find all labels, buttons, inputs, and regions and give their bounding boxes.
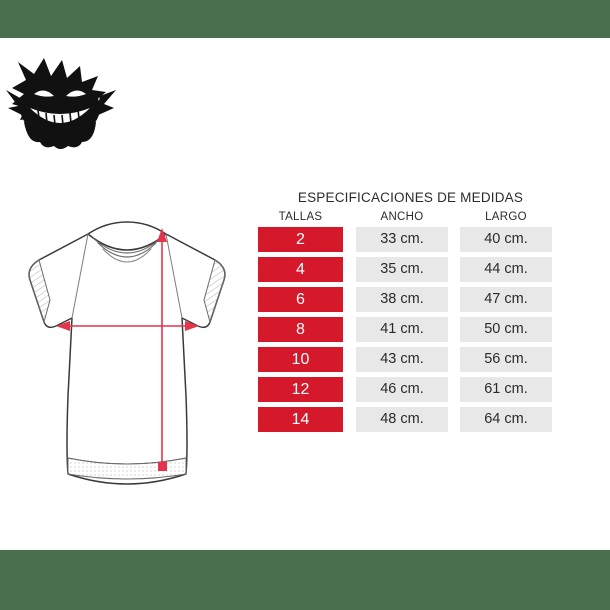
width-cell: 33 cm. xyxy=(356,227,448,252)
size-cell: 4 xyxy=(258,257,343,282)
column-header-tallas: TALLAS xyxy=(278,211,323,223)
length-cell: 47 cm. xyxy=(460,287,552,312)
column-header-ancho: ANCHO xyxy=(380,211,424,223)
table-row: 6 38 cm. 47 cm. xyxy=(258,287,563,312)
table-row: 8 41 cm. 50 cm. xyxy=(258,317,563,342)
size-cell: 2 xyxy=(258,227,343,252)
table-row: 14 48 cm. 64 cm. xyxy=(258,407,563,432)
page-title: ESPECIFICACIONES DE MEDIDAS xyxy=(297,190,524,205)
size-cell: 8 xyxy=(258,317,343,342)
measurements-table: ESPECIFICACIONES DE MEDIDAS TALLAS ANCHO… xyxy=(258,190,563,437)
largo-measurement-arrow xyxy=(157,228,167,471)
width-cell: 48 cm. xyxy=(356,407,448,432)
letterbox-band-top xyxy=(0,0,610,38)
width-cell: 46 cm. xyxy=(356,377,448,402)
content-canvas: ESPECIFICACIONES DE MEDIDAS TALLAS ANCHO… xyxy=(0,38,610,550)
gengar-silhouette-logo xyxy=(4,46,116,158)
table-row: 2 33 cm. 40 cm. xyxy=(258,227,563,252)
ancho-measurement-arrow xyxy=(56,321,199,331)
size-cell: 10 xyxy=(258,347,343,372)
table-row: 12 46 cm. 61 cm. xyxy=(258,377,563,402)
tshirt-technical-drawing xyxy=(10,218,245,493)
width-cell: 41 cm. xyxy=(356,317,448,342)
width-cell: 43 cm. xyxy=(356,347,448,372)
column-header-largo: LARGO xyxy=(485,211,527,223)
size-cell: 6 xyxy=(258,287,343,312)
size-cell: 12 xyxy=(258,377,343,402)
length-cell: 44 cm. xyxy=(460,257,552,282)
length-cell: 40 cm. xyxy=(460,227,552,252)
size-cell: 14 xyxy=(258,407,343,432)
width-cell: 35 cm. xyxy=(356,257,448,282)
length-cell: 61 cm. xyxy=(460,377,552,402)
table-body: 2 33 cm. 40 cm. 4 35 cm. 44 cm. 6 38 cm. 47 cm. 8… xyxy=(258,227,563,432)
table-header-row: TALLAS ANCHO LARGO xyxy=(258,211,563,223)
length-cell: 50 cm. xyxy=(460,317,552,342)
table-row: 10 43 cm. 56 cm. xyxy=(258,347,563,372)
table-row: 4 35 cm. 44 cm. xyxy=(258,257,563,282)
length-cell: 64 cm. xyxy=(460,407,552,432)
width-cell: 38 cm. xyxy=(356,287,448,312)
letterbox-band-bottom xyxy=(0,550,610,610)
length-cell: 56 cm. xyxy=(460,347,552,372)
